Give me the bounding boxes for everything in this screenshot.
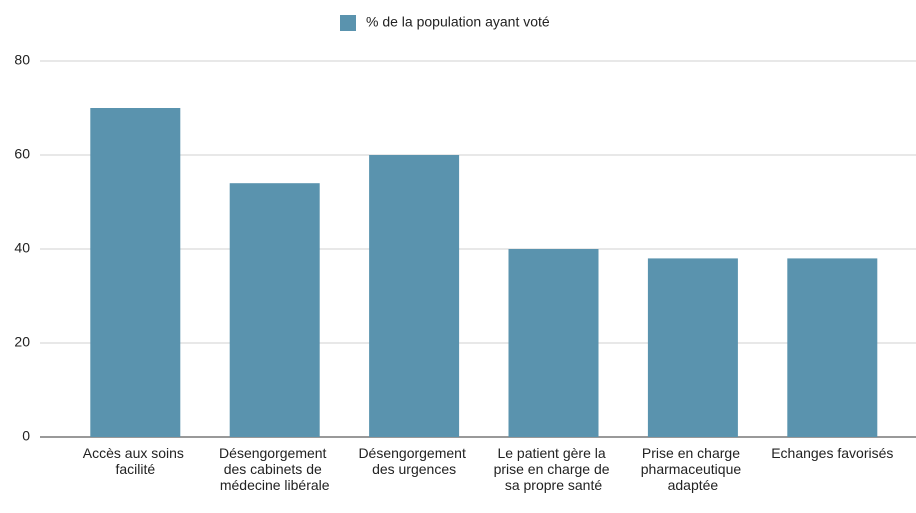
- legend-label: % de la population ayant voté: [366, 14, 550, 30]
- bar: [369, 155, 460, 437]
- bar: [647, 258, 738, 437]
- bar: [229, 183, 320, 437]
- bar: [508, 249, 599, 437]
- x-tick-label: Prise en charge pharmaceutique adaptée: [641, 445, 745, 493]
- legend-swatch: [340, 15, 356, 31]
- x-tick-label: Désengorgement des urgences: [358, 445, 469, 477]
- bar: [787, 258, 878, 437]
- x-tick-label: Le patient gère la prise en charge de sa…: [494, 445, 614, 493]
- y-tick-label: 20: [14, 334, 30, 350]
- x-tick-label: Accès aux soins facilité: [83, 445, 188, 477]
- y-tick-label: 0: [22, 428, 30, 444]
- x-tick-label: Désengorgement des cabinets de médecine …: [219, 445, 330, 493]
- y-tick-label: 80: [14, 52, 30, 68]
- y-tick-label: 60: [14, 146, 30, 162]
- y-tick-label: 40: [14, 240, 30, 256]
- bar: [90, 108, 181, 437]
- x-tick-label: Echanges favorisés: [771, 445, 893, 461]
